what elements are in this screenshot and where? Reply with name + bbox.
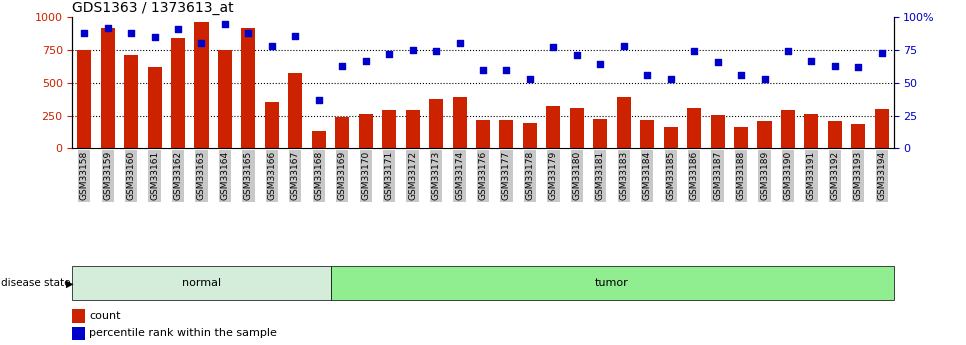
Point <box>733 72 749 78</box>
Point <box>827 63 842 69</box>
Text: ▶: ▶ <box>66 279 73 288</box>
Text: tumor: tumor <box>595 278 629 288</box>
Point <box>194 41 210 46</box>
Bar <box>288 73 302 148</box>
Bar <box>194 22 209 148</box>
Bar <box>805 114 818 148</box>
Point <box>124 30 139 36</box>
Bar <box>523 123 537 148</box>
Bar <box>711 115 724 148</box>
Bar <box>476 119 490 148</box>
Point <box>851 64 867 70</box>
Bar <box>312 131 326 148</box>
Point <box>687 49 702 54</box>
Bar <box>570 108 583 148</box>
Point <box>147 34 162 40</box>
Point <box>498 67 514 72</box>
Point <box>663 76 678 82</box>
Point <box>334 63 350 69</box>
Bar <box>77 50 91 148</box>
Bar <box>406 110 419 148</box>
Point <box>241 30 256 36</box>
Point <box>264 43 279 49</box>
Bar <box>734 127 748 148</box>
Bar <box>452 97 467 148</box>
Point <box>311 97 327 102</box>
Bar <box>757 121 772 148</box>
Bar <box>640 119 654 148</box>
Bar <box>148 67 161 148</box>
Point <box>475 67 491 72</box>
Bar <box>330 266 894 300</box>
Point <box>452 41 468 46</box>
Bar <box>593 119 608 148</box>
Point <box>546 45 561 50</box>
Bar <box>124 55 138 148</box>
Bar <box>828 121 842 148</box>
Text: percentile rank within the sample: percentile rank within the sample <box>90 328 277 338</box>
Text: count: count <box>90 311 121 321</box>
Bar <box>358 114 373 148</box>
Point <box>99 25 115 30</box>
Point <box>616 43 632 49</box>
Bar <box>335 117 350 148</box>
Point <box>288 33 303 38</box>
Bar <box>875 109 889 148</box>
Point <box>405 47 420 53</box>
Point <box>710 59 725 65</box>
Text: GDS1363 / 1373613_at: GDS1363 / 1373613_at <box>72 1 234 15</box>
Point <box>756 76 772 82</box>
Bar <box>171 38 185 148</box>
Point <box>217 21 233 27</box>
Bar <box>100 28 115 148</box>
Bar <box>616 97 631 148</box>
Bar <box>265 102 279 148</box>
Point <box>523 76 538 82</box>
Bar <box>383 110 396 148</box>
Point <box>781 49 796 54</box>
Point <box>592 62 608 67</box>
Bar <box>429 99 443 148</box>
Bar <box>242 28 255 148</box>
Point <box>569 52 584 58</box>
Text: disease state: disease state <box>1 278 71 288</box>
Bar <box>72 327 85 340</box>
Point <box>804 58 819 63</box>
Bar <box>218 50 232 148</box>
Point <box>639 72 655 78</box>
Text: normal: normal <box>182 278 221 288</box>
Point <box>358 58 374 63</box>
Point <box>874 50 890 56</box>
Bar <box>781 110 795 148</box>
Bar <box>851 124 866 148</box>
Bar <box>664 127 678 148</box>
Bar <box>72 266 330 300</box>
Bar <box>499 119 514 148</box>
Point <box>170 26 185 32</box>
Bar <box>687 108 701 148</box>
Point <box>76 30 92 36</box>
Bar <box>72 309 85 323</box>
Bar <box>547 106 560 148</box>
Point <box>428 49 443 54</box>
Point <box>382 51 397 57</box>
